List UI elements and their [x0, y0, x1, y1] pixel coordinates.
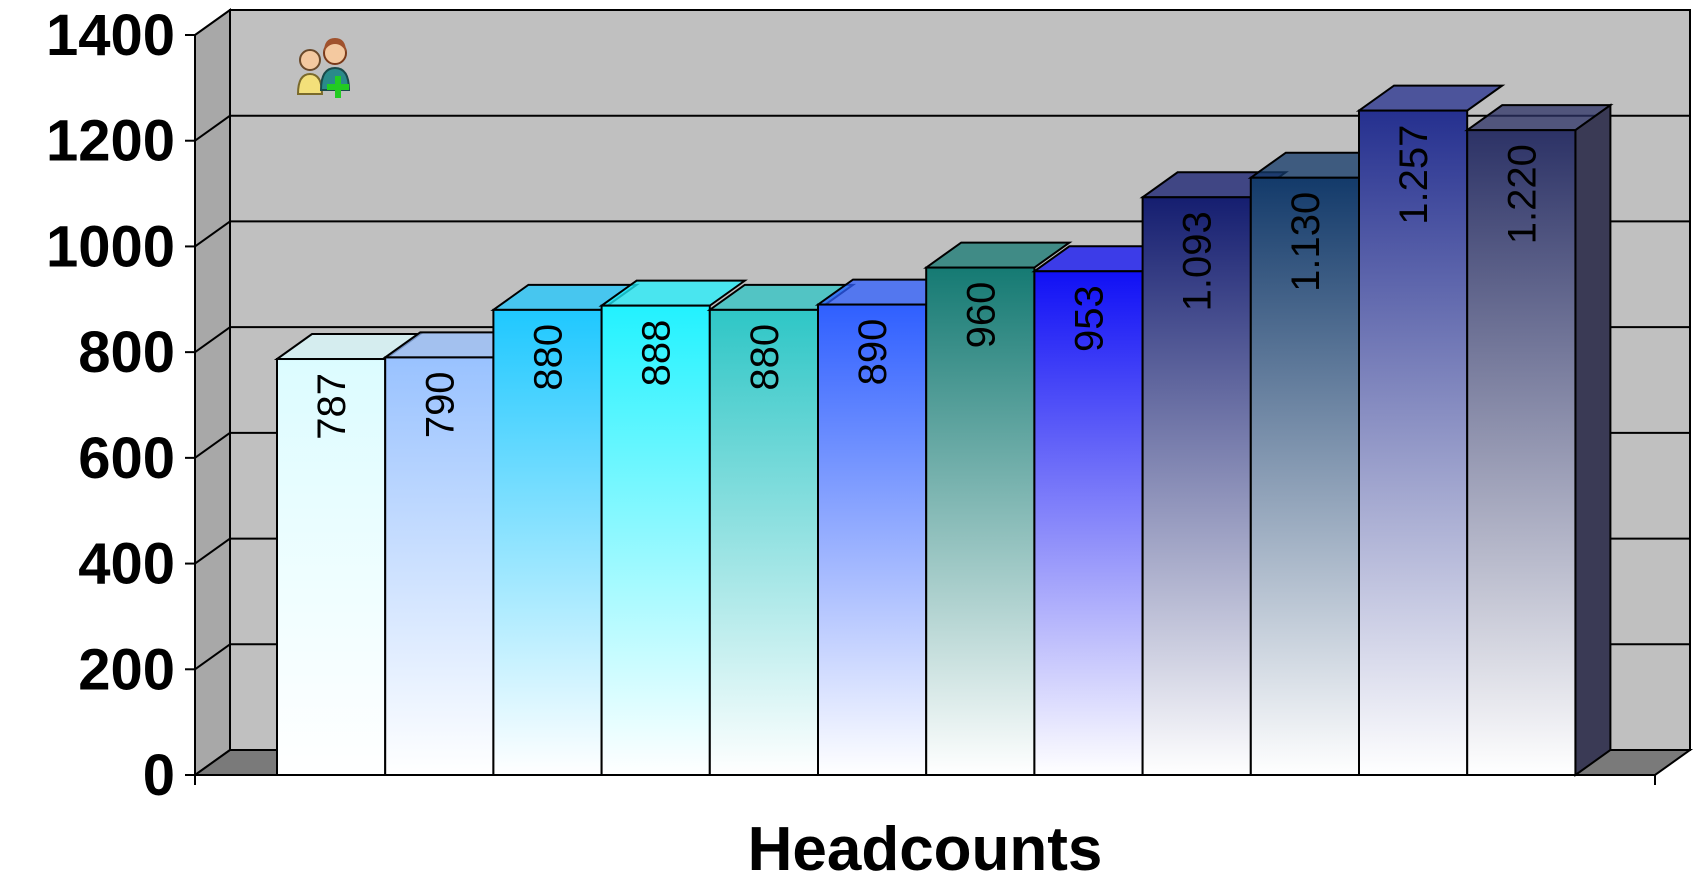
data-label: 1.257: [1392, 125, 1436, 225]
gridline-side: [194, 432, 231, 459]
gridline-side: [194, 537, 231, 565]
data-label: 888: [635, 320, 679, 387]
chart-side-wall: [194, 8, 231, 777]
gridline-side: [194, 326, 231, 353]
bar-front: [817, 303, 928, 776]
bar-7: [923, 241, 1073, 776]
bar-front: [1141, 196, 1252, 776]
bars: [273, 84, 1614, 777]
bar-front: [1249, 176, 1361, 776]
bar-9: [1139, 171, 1289, 776]
bar-11: [1355, 84, 1506, 777]
data-label: 890: [851, 319, 895, 386]
data-label: 1.220: [1500, 144, 1544, 244]
gridline-side: [194, 643, 231, 671]
data-label: 790: [418, 371, 462, 438]
data-label: 960: [959, 282, 1003, 349]
y-tick-label: 0: [143, 743, 175, 808]
bar-front: [492, 308, 603, 776]
y-tick-label: 1400: [46, 3, 175, 68]
bar-front: [925, 266, 1036, 776]
bar-front: [384, 356, 495, 776]
bar-side: [1574, 103, 1612, 777]
y-tick-label: 400: [78, 532, 175, 597]
x-axis-label: Headcounts: [748, 815, 1103, 879]
gridline-side: [194, 114, 231, 142]
y-tick-label: 600: [78, 426, 175, 491]
bar-3: [490, 283, 640, 776]
bar-front: [276, 358, 387, 776]
data-label: 1.130: [1284, 192, 1328, 292]
bar-front: [600, 304, 711, 776]
bar-front: [1033, 270, 1144, 776]
bar-10: [1247, 151, 1398, 776]
people-add-icon: [296, 38, 351, 98]
bar-12: [1464, 103, 1614, 777]
y-tick-label: 1000: [46, 214, 175, 279]
bar-1: [273, 333, 424, 776]
data-label: 1.093: [1176, 211, 1220, 311]
y-tick-label: 200: [78, 637, 175, 702]
data-label: 953: [1068, 285, 1112, 352]
y-tick-label: 1200: [46, 109, 175, 174]
data-label: 880: [743, 324, 787, 391]
data-label: 787: [310, 373, 354, 440]
gridline-side: [194, 220, 231, 248]
bar-6: [814, 278, 965, 776]
bar-4: [598, 279, 748, 776]
bar-front: [1466, 129, 1577, 776]
data-labels: 787 790 880 888 880 890 960 953 1.093 1.130 1.257 1…: [310, 125, 1544, 440]
data-label: 880: [527, 324, 571, 391]
bar-front: [1358, 109, 1469, 777]
y-tick-label: 800: [78, 320, 175, 385]
